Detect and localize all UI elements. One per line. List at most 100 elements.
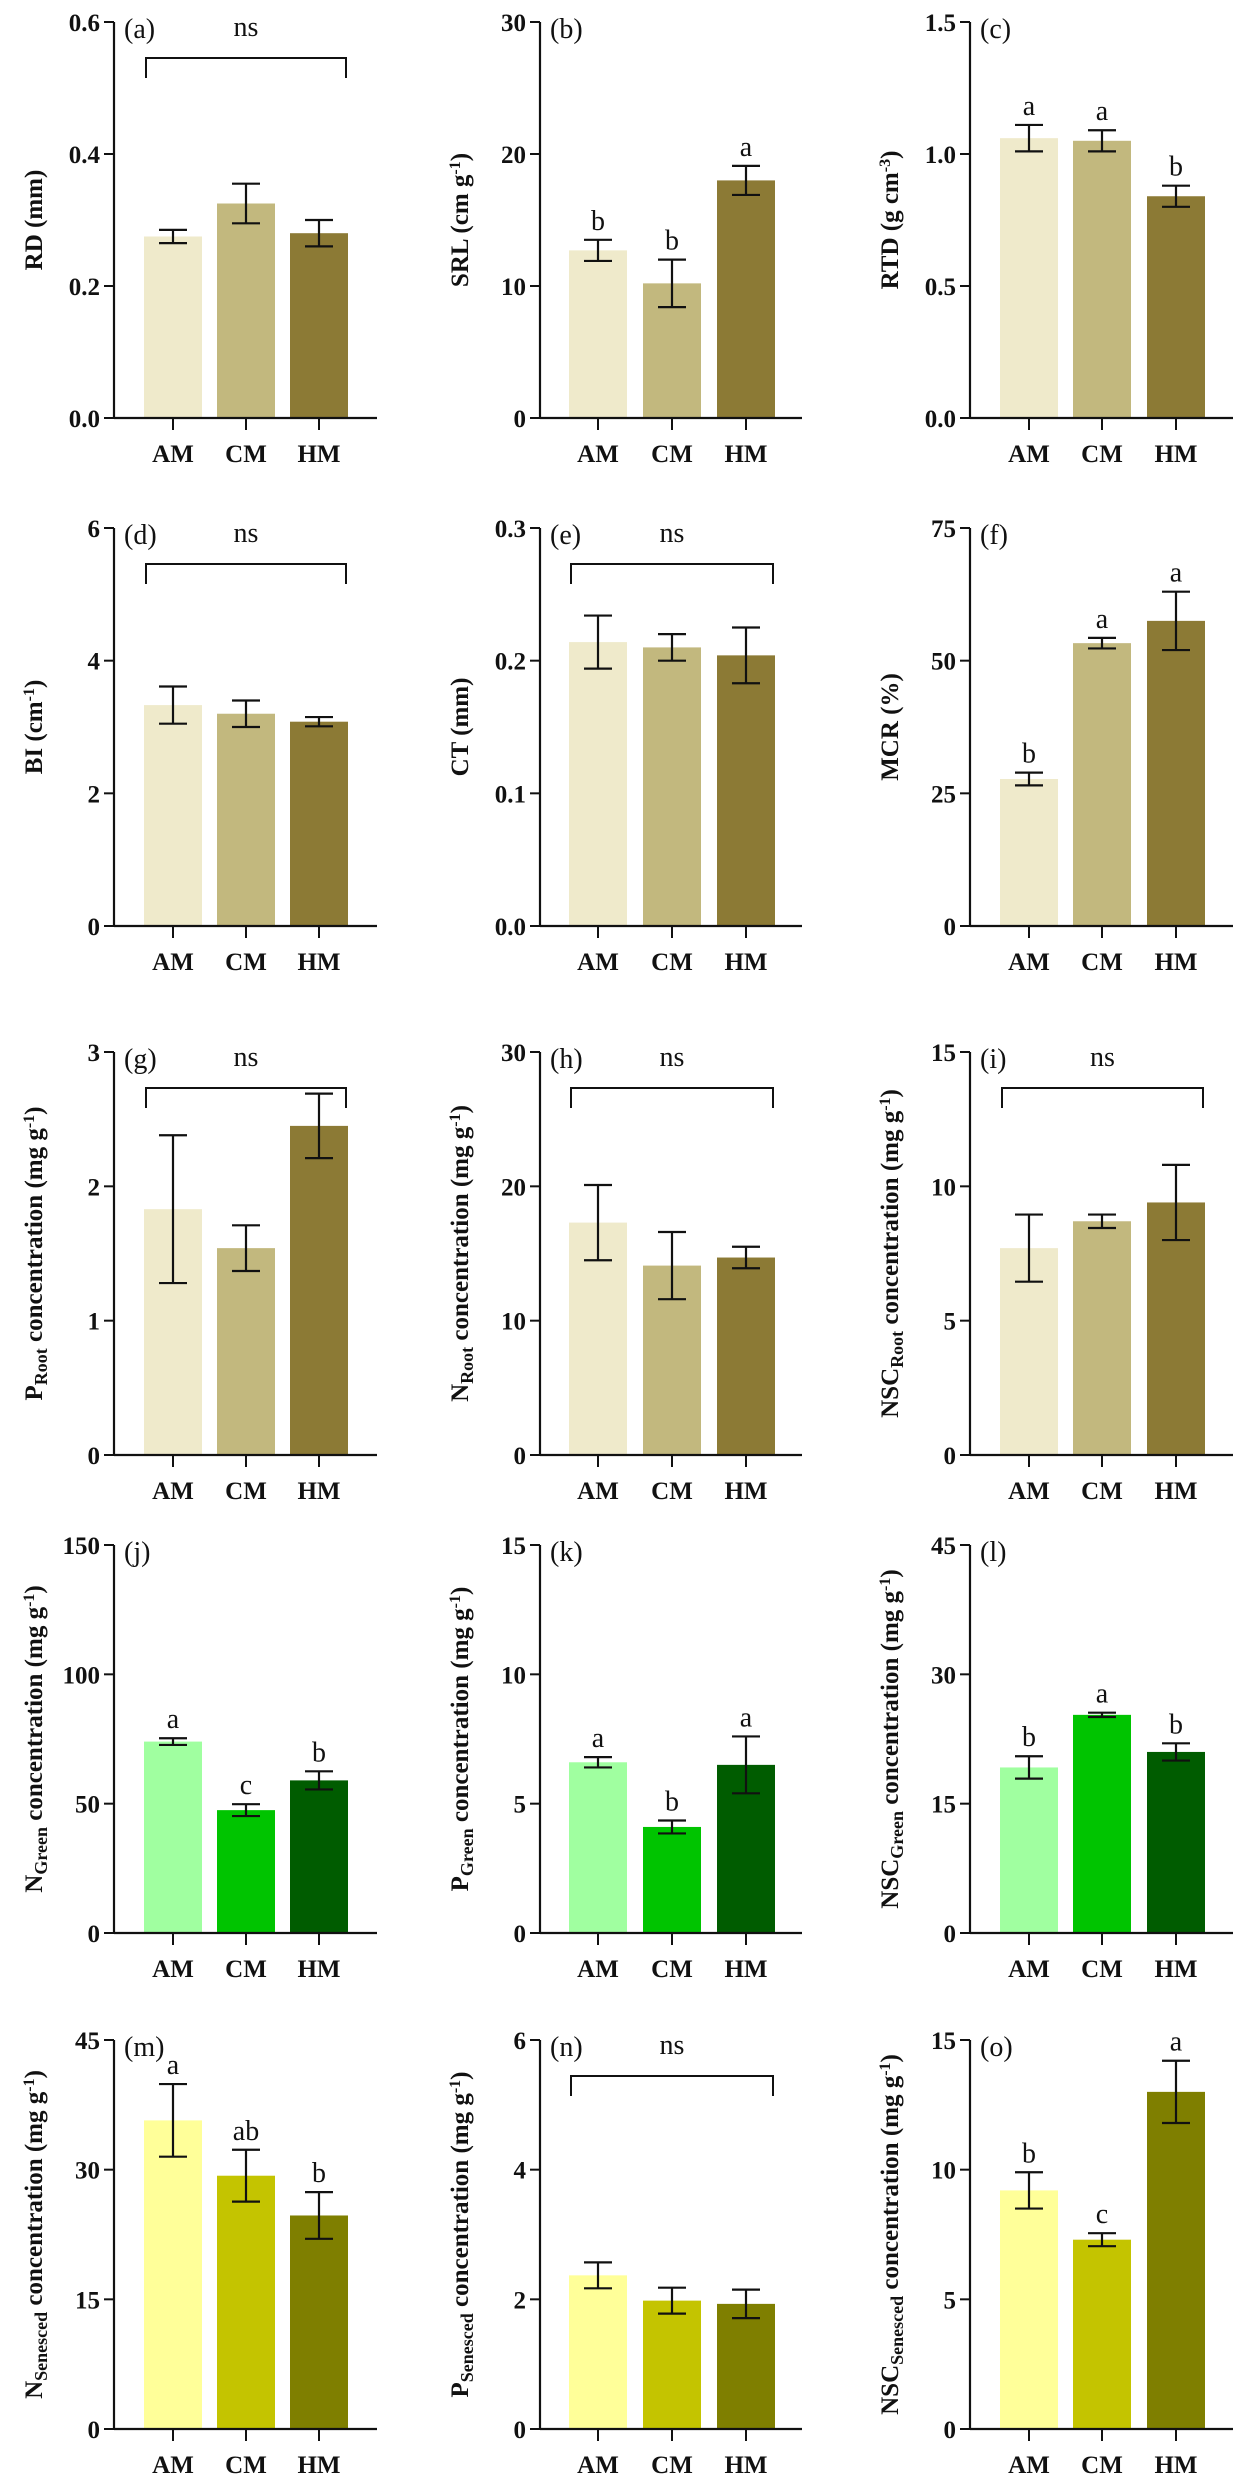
ns-label: ns (660, 2030, 685, 2061)
y-label-text: concentration (mg g (21, 1606, 48, 1827)
y-tick-label: 50 (931, 649, 956, 676)
significance-letter: b (1169, 152, 1183, 183)
x-tick-label: HM (724, 1478, 767, 1505)
error-bar (305, 218, 333, 248)
error-bar (584, 614, 612, 670)
x-tick-label: CM (1081, 1478, 1123, 1505)
significance-letter: a (1023, 91, 1036, 122)
y-tick-label: 6 (514, 2028, 527, 2055)
error-bar (1088, 1711, 1116, 1719)
bar-HM (717, 180, 775, 418)
error-bar (1015, 1213, 1043, 1283)
chart-panel-c: a AM a CM b HM 0.0 0.5 1.0 1.5 (c) RTD (g cm-3) (877, 10, 1233, 468)
x-tick-label: HM (1154, 1478, 1197, 1505)
chart-panel-b: b AM b CM a HM 0 10 20 30 (b) SRL (cm g-1) (447, 10, 802, 468)
y-label-subscript: Senesced (887, 2296, 907, 2365)
error-bar (732, 1735, 760, 1795)
error-bar (584, 238, 612, 263)
chart-panel-f: b AM a CM a HM 0 25 50 75 (f) MCR (%) (877, 516, 1233, 976)
chart-panel-a: AM CM HM 0.0 0.2 0.4 0.6 (a) ns RD (mm) (21, 10, 377, 468)
y-label-text: ) (877, 1569, 904, 1577)
y-axis-label: MCR (%) (877, 673, 904, 781)
y-tick-label: 0 (944, 2417, 957, 2444)
ns-label: ns (1090, 1042, 1115, 1073)
chart-panel-o: b AM c CM a HM 0 5 10 15 (o) NSCSenesced concentrat… (877, 2027, 1233, 2474)
panel-label: (n) (550, 2032, 583, 2063)
x-tick-label: CM (225, 1956, 267, 1983)
y-label-superscript: -1 (877, 2062, 894, 2075)
y-label-subscript: Root (887, 1331, 907, 1368)
bar-CM (217, 2175, 275, 2429)
y-label-text: BI (cm (21, 701, 48, 774)
y-label-text: RD (mm) (21, 170, 48, 271)
y-label-text: ) (21, 1106, 48, 1114)
y-label-subscript: Green (31, 1827, 51, 1875)
bar-CM (643, 1826, 701, 1933)
ns-bracket (1001, 1087, 1204, 1108)
y-label-text: N (21, 1875, 48, 1893)
error-bar (159, 228, 187, 245)
bar-HM (717, 2303, 775, 2429)
chart-panel-m: a AM ab CM b HM 0 15 30 45 (m) NSenesced concentrat… (21, 2028, 377, 2474)
y-tick-label: 0 (88, 914, 101, 941)
x-tick-label: AM (577, 441, 619, 468)
y-tick-label: 0.2 (69, 274, 100, 301)
significance-letter: a (592, 1723, 605, 1754)
y-tick-label: 5 (944, 2287, 957, 2314)
y-axis-label: PSenesced concentration (mg g-1) (447, 2071, 477, 2397)
error-bar (658, 633, 686, 662)
y-tick-label: 0 (944, 1921, 957, 1948)
x-tick-label: HM (297, 441, 340, 468)
x-tick-label: AM (1008, 441, 1050, 468)
y-label-text: ) (447, 1587, 474, 1595)
chart-panel-j: a AM c CM b HM 0 50 100 150 (j) NGreen concentratio… (21, 1533, 377, 1983)
panel-label: (e) (550, 520, 581, 551)
bar-HM (1147, 1751, 1205, 1933)
panel-label: (g) (124, 1044, 157, 1075)
x-tick-label: AM (152, 441, 194, 468)
y-tick-label: 2 (88, 1174, 101, 1201)
panel-label: (b) (550, 14, 583, 45)
y-label-text: CT (mm) (447, 678, 474, 777)
x-tick-label: HM (724, 441, 767, 468)
y-label-subscript: Green (457, 1828, 477, 1876)
significance-letter: a (1096, 96, 1109, 127)
x-tick-label: CM (1081, 441, 1123, 468)
y-tick-label: 150 (63, 1533, 101, 1560)
y-tick-label: 3 (88, 1040, 101, 1067)
bar-CM (1073, 140, 1131, 419)
x-tick-label: HM (297, 1956, 340, 1983)
significance-letter: b (1022, 1722, 1036, 1753)
y-tick-label: 0 (514, 1443, 527, 1470)
x-tick-label: AM (577, 1956, 619, 1983)
significance-letter: a (740, 1702, 753, 1733)
panel-label: (a) (124, 14, 155, 45)
x-tick-label: AM (1008, 949, 1050, 976)
error-bar (584, 2261, 612, 2290)
y-label-subscript: Green (887, 1811, 907, 1859)
bar-HM (1147, 2091, 1205, 2429)
error-bar (658, 258, 686, 309)
error-bar (1088, 1213, 1116, 1230)
y-label-text: concentration (mg g (447, 1608, 474, 1829)
bar-HM (1147, 1202, 1205, 1455)
significance-letter: c (1096, 2199, 1108, 2230)
y-label-text: ) (877, 2054, 904, 2062)
x-tick-label: AM (1008, 2452, 1050, 2474)
significance-letter: b (665, 226, 679, 257)
error-bar (232, 2148, 260, 2203)
chart-panel-h: AM CM HM 0 10 20 30 (h) ns NRoot concentration (m… (447, 1040, 802, 1505)
error-bar (1088, 2232, 1116, 2248)
y-tick-label: 0.0 (69, 406, 100, 433)
error-bar (159, 2082, 187, 2158)
chart-panel-k: a AM b CM a HM 0 5 10 15 (k) PGreen concentration (… (447, 1533, 802, 1983)
y-tick-label: 0 (88, 2417, 101, 2444)
chart-panel-g: AM CM HM 0 1 2 3 (g) ns PRoot concentration (mg g… (21, 1040, 377, 1505)
bar-CM (1073, 1221, 1131, 1455)
y-tick-label: 0 (514, 2417, 527, 2444)
ns-bracket (145, 563, 347, 584)
panel-label: (i) (980, 1044, 1006, 1075)
y-tick-label: 2 (514, 2287, 527, 2314)
y-axis-label: NRoot concentration (mg g-1) (447, 1105, 477, 1402)
